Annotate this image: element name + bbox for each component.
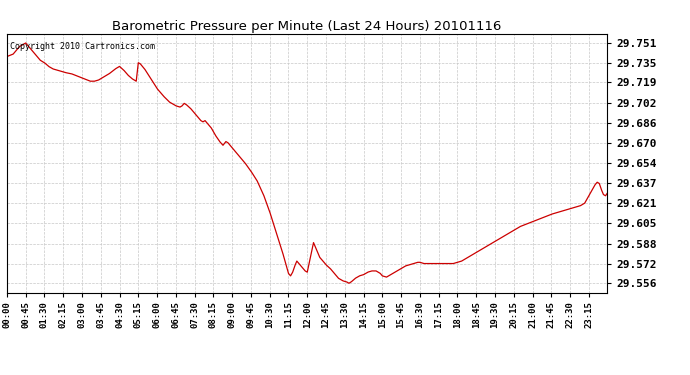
- Text: Copyright 2010 Cartronics.com: Copyright 2010 Cartronics.com: [10, 42, 155, 51]
- Title: Barometric Pressure per Minute (Last 24 Hours) 20101116: Barometric Pressure per Minute (Last 24 …: [112, 20, 502, 33]
